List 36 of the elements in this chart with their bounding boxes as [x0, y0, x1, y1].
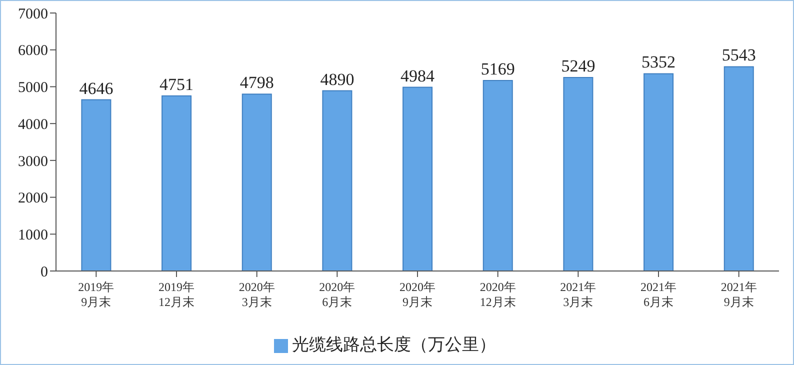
data-label: 4890: [320, 70, 354, 89]
y-tick-label: 6000: [18, 43, 48, 60]
bar: [322, 90, 352, 271]
bar: [162, 95, 192, 271]
data-label: 5169: [480, 59, 515, 78]
y-tick-label: 4000: [18, 116, 48, 133]
x-tick-label: 2021年 3月末: [560, 280, 596, 309]
x-tick-label: 2019年 9月末: [78, 280, 114, 309]
y-tick-label: 3000: [18, 154, 48, 170]
x-tick-label: 2020年 3月末: [238, 280, 275, 309]
data-label: 5249: [561, 56, 596, 76]
bar: [242, 94, 272, 271]
x-tick-label: 2019年 12月末: [158, 280, 194, 309]
bar: [81, 99, 112, 271]
x-tick-label: 2020年 6月末: [319, 280, 356, 309]
y-tick-label: 0: [40, 264, 48, 280]
x-tick-label: 2021年 9月末: [720, 280, 757, 309]
x-tick-label: 2021年 6月末: [640, 280, 676, 309]
y-tick-label: 2000: [18, 190, 48, 207]
data-label: 4798: [240, 73, 274, 92]
data-label: 5543: [722, 46, 756, 65]
bar: [402, 86, 433, 271]
bar: [644, 73, 674, 271]
bar: [563, 77, 594, 271]
data-label: 4646: [79, 78, 114, 98]
y-tick-label: 5000: [18, 80, 48, 96]
y-tick-label: 7000: [18, 6, 48, 22]
x-tick-label: 2020年 9月末: [400, 280, 436, 309]
data-label: 5352: [642, 52, 676, 72]
legend-label: 光缆线路总长度（万公里）: [292, 335, 496, 354]
bar: [482, 80, 513, 271]
y-tick-label: 1000: [18, 227, 48, 244]
data-label: 4751: [160, 74, 194, 94]
bar: [724, 66, 754, 271]
data-label: 4984: [400, 66, 436, 86]
x-tick-label: 2020年 12月末: [480, 280, 516, 309]
